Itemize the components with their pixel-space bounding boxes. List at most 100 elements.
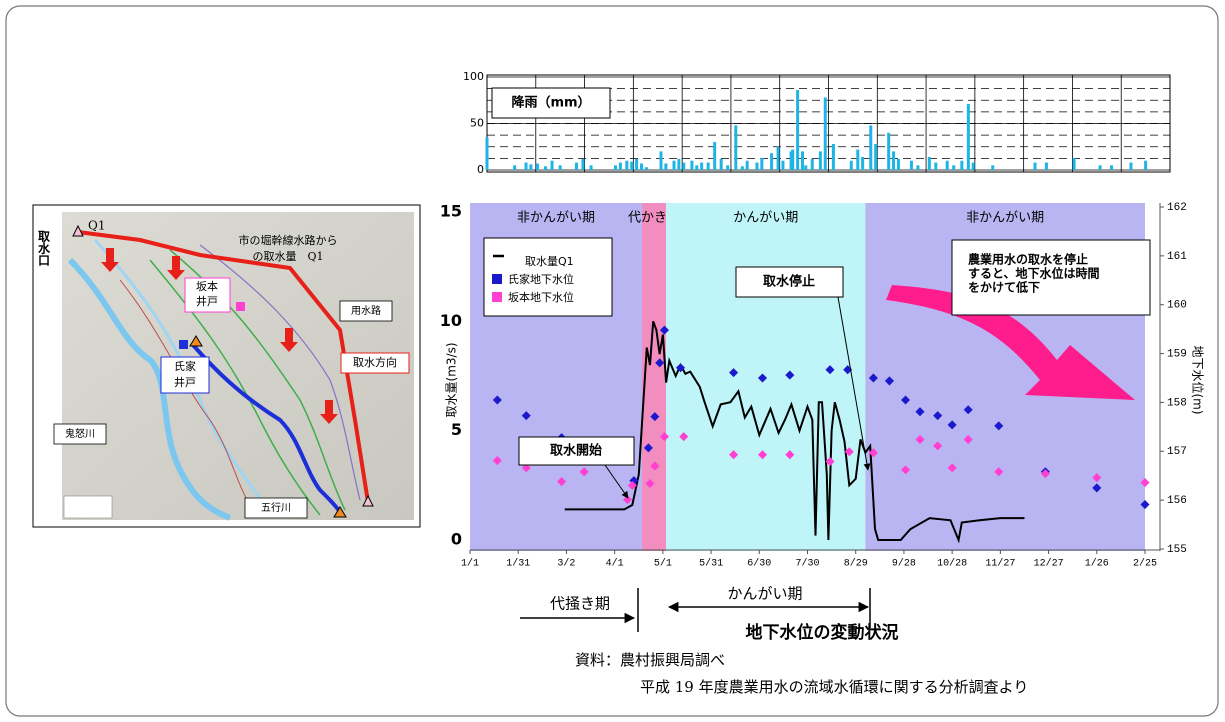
y-axis-title: 取水量(m3/s) <box>445 343 459 418</box>
map-legend <box>64 496 112 518</box>
period-label: かんがい期 <box>733 211 798 226</box>
source: 資料：農村振興局調べ <box>575 651 725 669</box>
bar <box>525 163 528 170</box>
bar <box>850 161 853 170</box>
bar <box>811 159 814 170</box>
x-tick-label: 1/1 <box>461 558 479 570</box>
bar <box>700 163 703 170</box>
bar <box>897 159 900 170</box>
bar <box>746 161 749 170</box>
bar <box>695 165 698 170</box>
bar <box>664 163 667 170</box>
intake-note: 市の堀幹線水路から <box>239 233 338 247</box>
intake-label: 取水口 <box>37 230 51 267</box>
y2-tick-label: 159 <box>1167 348 1187 360</box>
bar <box>690 161 693 170</box>
bar <box>660 151 663 170</box>
bar <box>1045 163 1048 170</box>
bar <box>960 161 963 170</box>
period-label: 非かんがい期 <box>517 211 595 226</box>
legend-label: 氏家地下水位 <box>508 272 574 286</box>
bar <box>741 166 744 170</box>
x-tick-label: 7/30 <box>795 558 819 570</box>
bar <box>991 165 994 170</box>
sakamoto-well-label: 坂本 <box>196 279 218 293</box>
bar <box>796 90 799 170</box>
bar <box>559 165 562 170</box>
kinugawa-label: 鬼怒川 <box>65 427 95 440</box>
bar <box>529 164 532 170</box>
annotation: 取水停止 <box>763 274 815 290</box>
period-label: 非かんがい期 <box>966 211 1044 226</box>
bar <box>513 165 516 170</box>
x-tick-label: 1/31 <box>506 558 530 570</box>
x-tick-label: 6/30 <box>747 558 771 570</box>
bar <box>619 163 622 170</box>
annotation: 農業用水の取水を停止 <box>968 252 1088 267</box>
annotation: をかけて低下 <box>968 280 1040 295</box>
x-tick-label: 3/2 <box>557 558 575 570</box>
bar <box>673 161 676 170</box>
x-tick-label: 8/29 <box>844 558 868 570</box>
y2-tick-label: 158 <box>1167 397 1187 409</box>
y-tick-label: 0 <box>451 530 462 549</box>
bar <box>635 159 638 170</box>
page: {"chart_data": [ {"type": "bar", "title"… <box>0 0 1225 722</box>
bar <box>630 162 633 170</box>
y-tick-label: 5 <box>451 420 462 439</box>
bar <box>707 163 710 170</box>
report: 平成 19 年度農業用水の流域水循環に関する分析調査より <box>640 678 1028 696</box>
ujiie-well-label: 井戸 <box>174 375 196 389</box>
shirokaki-label: 代掻き期 <box>550 595 610 613</box>
ujiie-well-label: 氏家 <box>174 359 196 373</box>
bar <box>832 144 835 170</box>
bar <box>1034 163 1037 170</box>
y-tick-label: 50 <box>470 117 484 130</box>
y2-axis-title: 地下水位(m) <box>1191 345 1206 414</box>
bar <box>581 159 584 170</box>
bar <box>1144 161 1147 170</box>
bar <box>713 142 716 170</box>
x-tick-label: 11/27 <box>985 558 1015 570</box>
bar <box>770 153 773 170</box>
x-tick-label: 10/28 <box>937 558 967 570</box>
bar <box>777 147 780 170</box>
bar <box>804 165 807 170</box>
y-tick-label: 10 <box>440 311 462 330</box>
bar <box>536 163 539 170</box>
y2-tick-label: 155 <box>1167 544 1187 556</box>
bar <box>916 165 919 170</box>
y2-tick-label: 157 <box>1167 446 1187 458</box>
y2-tick-label: 162 <box>1167 202 1187 214</box>
bar <box>575 163 578 170</box>
bar <box>682 163 685 170</box>
bar <box>946 161 949 170</box>
y-tick-label: 100 <box>463 70 484 83</box>
bar <box>1073 158 1076 170</box>
gogyogawa-label: 五行川 <box>261 501 291 514</box>
bar <box>952 165 955 170</box>
x-tick-label: 12/27 <box>1034 558 1064 570</box>
bar <box>874 144 877 170</box>
bar <box>486 137 489 170</box>
intake-direction-label: 取水方向 <box>353 355 397 369</box>
bar <box>720 159 723 170</box>
y2-tick-label: 160 <box>1167 300 1187 312</box>
legend-label: 取水量Q1 <box>525 255 574 268</box>
bar <box>861 157 864 170</box>
slide: 取水口 Q1 市の堀幹線水路から の取水量 Q1 坂本 井戸 氏家 井戸 用水路… <box>0 0 1225 722</box>
bar <box>791 150 794 170</box>
bar <box>928 157 931 170</box>
y-tick-label: 15 <box>440 202 462 221</box>
sakamoto-well-marker <box>236 302 245 311</box>
irrigation-label: かんがい期 <box>727 585 802 603</box>
x-tick-label: 5/1 <box>654 558 672 570</box>
bar <box>645 167 648 170</box>
legend-swatch <box>492 274 502 284</box>
bar <box>887 133 890 170</box>
canal-label: 用水路 <box>351 304 381 317</box>
bar <box>734 125 737 170</box>
bar <box>1129 163 1132 170</box>
caption: 地下水位の変動状況 <box>746 622 899 643</box>
